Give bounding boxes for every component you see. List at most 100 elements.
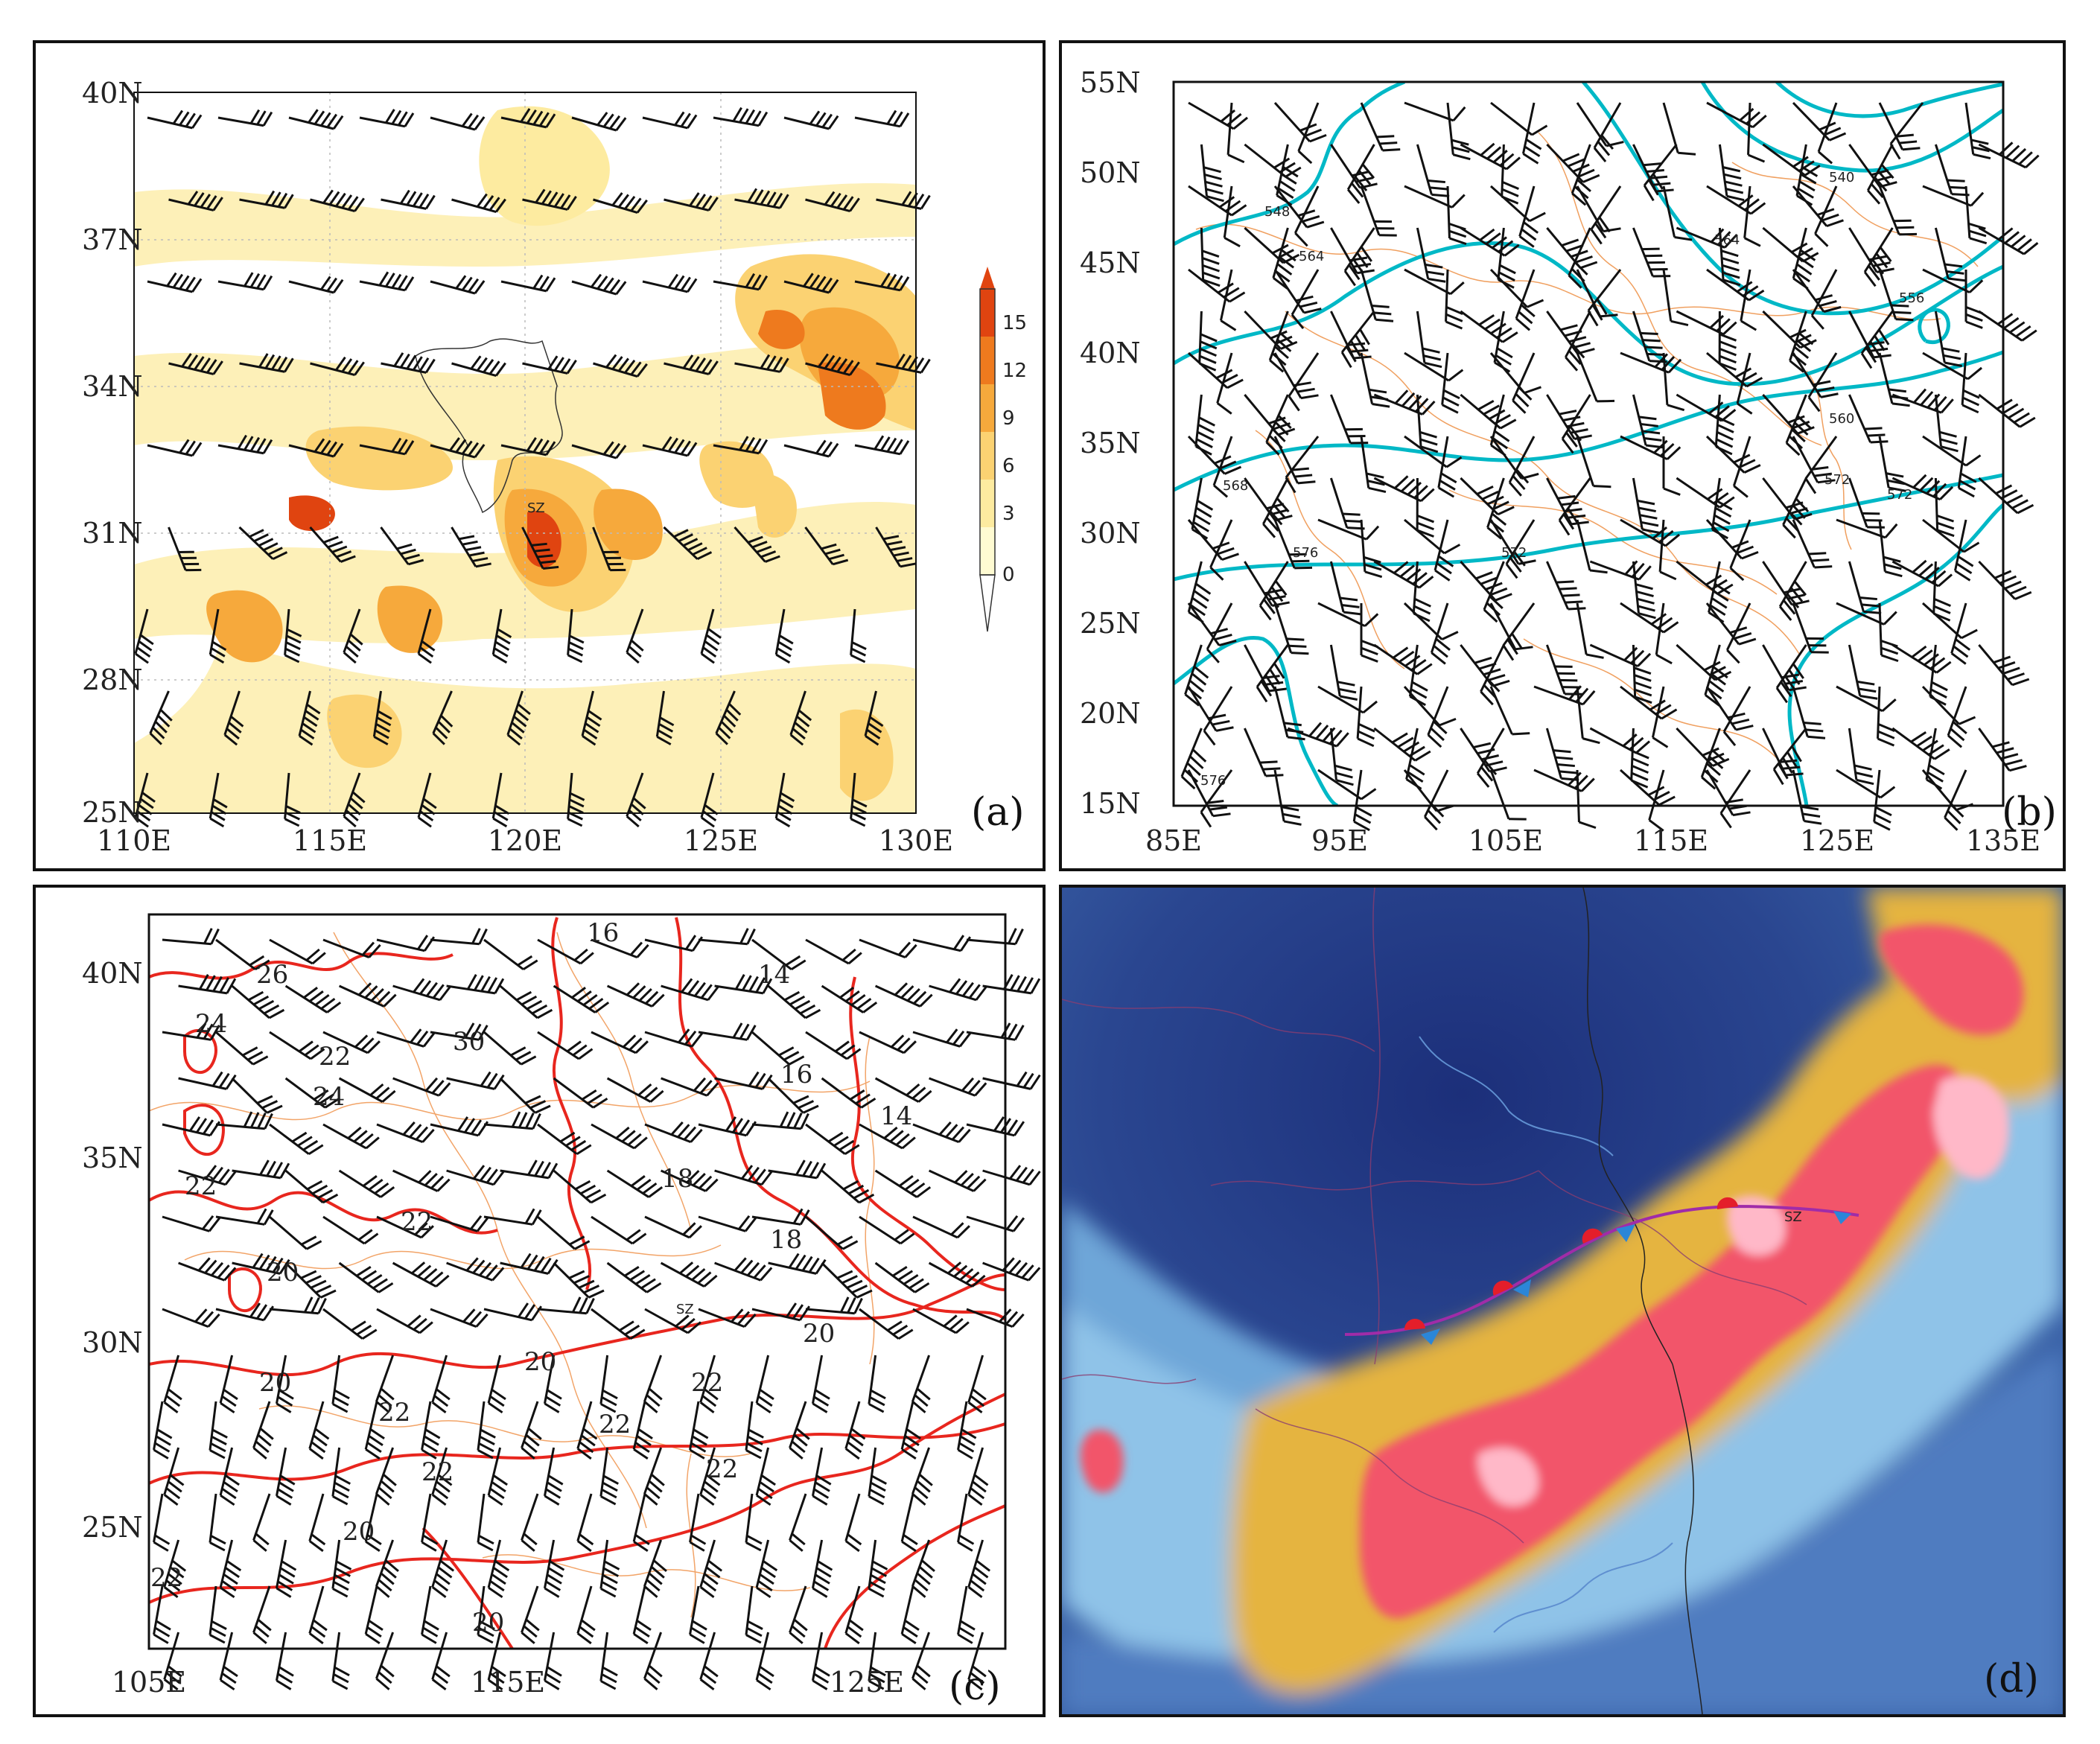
wind-barb-feather [1875,252,1889,269]
wind-barb-feather [742,975,752,991]
contour-label: 20 [267,1258,299,1288]
wind-barb-feather [972,1480,987,1493]
wind-barb-feather [1567,771,1582,786]
wind-barb [606,1077,652,1103]
wind-barb-feather [632,985,646,999]
wind-barb-feather [1489,587,1508,596]
wind-barb-feather [332,279,344,293]
wind-barb-feather [970,1487,985,1500]
wind-barb-feather [1652,736,1669,748]
wind-barb-feather [449,437,460,451]
wind-barb-feather [1227,153,1245,164]
wind-barb [134,772,149,818]
wind-barb [811,1539,824,1589]
wind-barb-feather [813,1580,830,1591]
wind-barb-feather [897,941,911,956]
wind-barb-feather [491,1480,506,1493]
wind-barb [288,444,334,458]
wind-barb [310,198,355,212]
wind-barb-feather [1267,592,1280,608]
wind-barb-feather [1334,764,1352,771]
wind-barb-feather [304,1044,319,1057]
wind-barb [643,1447,663,1495]
wind-barb-feather [900,562,916,568]
wind-barb-feather [567,818,583,827]
wind-barb-feather [455,275,467,290]
wind-barb [912,938,961,952]
wind-barb-feather [1379,141,1398,145]
wind-barb [1747,102,1751,156]
wind-barb-feather [674,111,685,126]
wind-barb-feather [517,703,531,716]
wind-barb [774,772,786,819]
wind-barb-feather [1829,132,1847,141]
wind-barb-feather [319,1289,337,1299]
wind-barb-feather [1375,318,1394,322]
wind-barb [269,1215,308,1250]
wind-barb-feather [1492,679,1510,687]
wind-barb-feather [732,1022,743,1039]
wind-barb-feather [311,1441,326,1454]
wind-barb [783,444,830,458]
wind-barb-feather [511,1111,521,1127]
wind-barb [859,938,906,959]
wind-barb-feather [1782,599,1796,615]
wind-barb-feather [701,195,713,210]
wind-barb-feather [474,116,486,130]
wind-barb [1576,519,1591,571]
wind-barb-feather [404,112,415,127]
wind-barb-feather [477,1541,494,1552]
wind-barb [446,1077,495,1090]
wind-barb-feather [417,935,429,950]
wind-barb [381,362,427,374]
wind-barb-feather [1358,730,1375,740]
wind-barb [1620,435,1668,461]
wind-barb-feather [303,987,318,999]
wind-barb [734,526,766,563]
wind-barb-feather [1956,562,1973,575]
wind-barb-feather [1568,685,1582,701]
wind-barb-feather [1911,645,1927,658]
wind-barb-feather [1200,333,1218,343]
wind-barb [567,772,573,819]
wind-barb-feather [596,112,608,126]
wind-barb-feather [1428,278,1446,283]
wind-barb-feather [1354,176,1368,191]
wind-barb [521,526,544,570]
wind-barb-feather [1741,551,1759,560]
wind-barb-feather [1209,566,1224,581]
wind-barb-feather [341,194,353,209]
wind-barb-feather [418,816,432,828]
contour-label: 572 [1824,472,1850,488]
wind-barb [1762,644,1790,691]
wind-barb-feather [531,542,547,547]
lat-tick-37n: 37N [82,223,143,256]
wind-barb-feather [1714,582,1731,595]
wind-barb [537,938,582,965]
wind-barb-feather [1622,733,1638,747]
lon-tick-120e: 120E [488,824,562,857]
contour-label: 20 [343,1517,375,1547]
wind-barb-feather [943,1314,958,1328]
wind-barb [1978,393,2021,428]
wind-barb [1330,394,1352,444]
wind-barb [1817,102,1838,153]
wind-barb [168,526,187,571]
wind-barb-feather [1483,668,1501,676]
lon-tick: 135E [1966,824,2040,857]
wind-barb-feather [745,1541,762,1552]
wind-barb-feather [1562,513,1575,530]
wind-barb-feather [693,1428,709,1439]
wind-barb-feather [297,1136,313,1147]
wind-barb-feather [959,1435,976,1446]
wind-barb-feather [525,1618,540,1632]
wind-barb-feather [200,1311,214,1325]
wind-barb-feather [377,990,391,1005]
wind-barb-feather [1445,305,1463,315]
wind-barb-feather [1521,228,1537,241]
wind-barb-feather [1965,320,1983,329]
wind-barb-feather [892,1265,908,1277]
wind-barb-feather [1724,180,1743,187]
wind-barb-feather [266,1160,276,1177]
wind-barb-feather [844,1632,860,1645]
